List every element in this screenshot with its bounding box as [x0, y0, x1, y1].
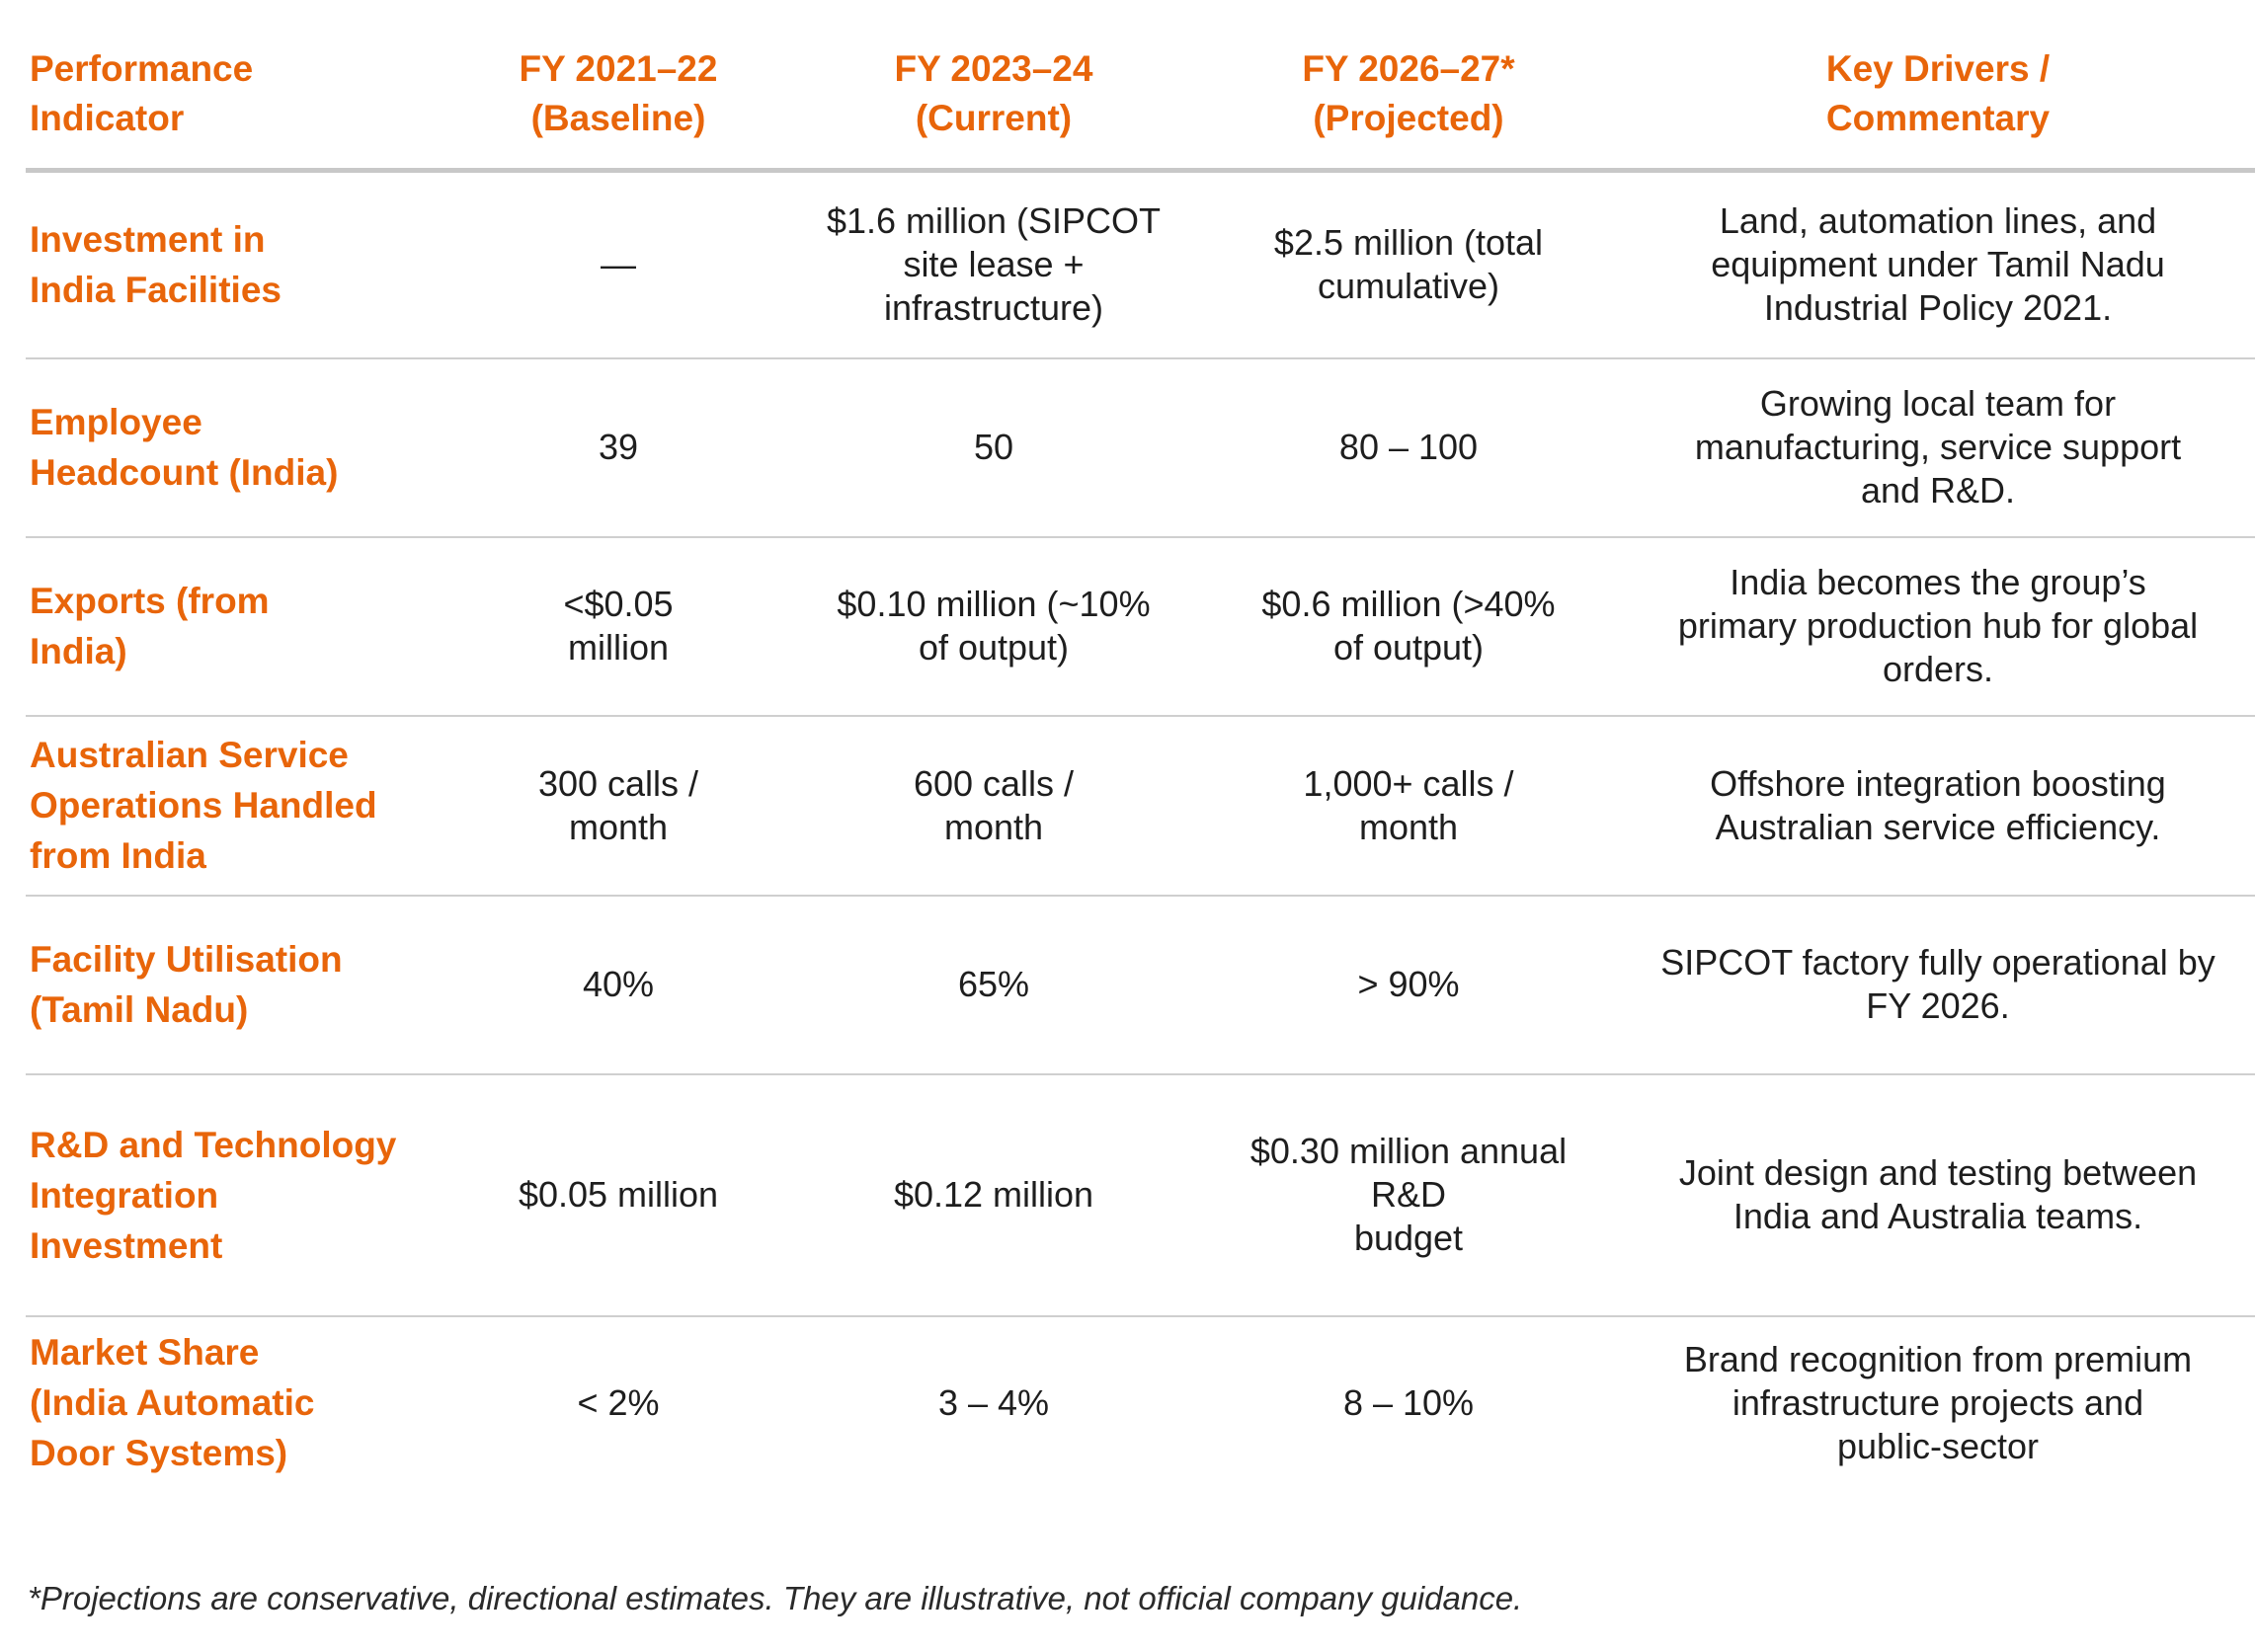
- table-row: Exports (from India) <$0.05 million $0.10 …: [26, 536, 2255, 717]
- indicator-cell: Market Share (India Automatic Door Systems…: [30, 1332, 315, 1473]
- commentary-cell: Joint design and testing between India an…: [1621, 1073, 2255, 1317]
- indicator-cell: Facility Utilisation (Tamil Nadu): [26, 895, 445, 1075]
- table-row: Facility Utilisation (Tamil Nadu) 40% 65%…: [26, 895, 2255, 1075]
- table-row: Investment in India Facilities — $1.6 mil…: [26, 170, 2255, 359]
- baseline-cell: <$0.05 million: [445, 536, 791, 717]
- header-baseline: FY 2021–22 (Baseline): [445, 20, 791, 173]
- commentary-cell: Brand recognition from premium infrastruc…: [1683, 1338, 2193, 1466]
- current-cell: 600 calls / month: [791, 715, 1196, 897]
- current-cell: $0.10 million (~10% of output): [791, 536, 1196, 717]
- indicator-cell: Exports (from India): [26, 536, 445, 717]
- header-commentary: Key Drivers / Commentary: [1621, 20, 2255, 173]
- footnote: *Projections are conservative, direction…: [28, 1580, 1523, 1616]
- table-row: R&D and Technology Integration Investment …: [26, 1073, 2255, 1317]
- current-cell: $1.6 million (SIPCOT site lease + infrastr…: [791, 170, 1196, 359]
- commentary-cell: Offshore integration boosting Australian …: [1621, 715, 2255, 897]
- indicator-cell: Investment in India Facilities: [26, 170, 445, 359]
- projected-cell: 80 – 100: [1196, 357, 1621, 538]
- table-row: Employee Headcount (India) 39 50 80 – 100…: [26, 357, 2255, 538]
- baseline-cell: 300 calls / month: [445, 715, 791, 897]
- current-cell: 3 – 4%: [937, 1381, 1050, 1423]
- current-cell: 65%: [791, 895, 1196, 1075]
- commentary-cell: SIPCOT factory fully operational by FY 20…: [1621, 895, 2255, 1075]
- projected-cell: 1,000+ calls / month: [1196, 715, 1621, 897]
- table-row: Market Share (India Automatic Door Systems…: [26, 1316, 2255, 1489]
- header-projected: FY 2026–27* (Projected): [1196, 20, 1621, 173]
- table-header-row: Performance Indicator FY 2021–22 (Baseline…: [26, 20, 2255, 173]
- indicator-cell: Australian Service Operations Handled from…: [26, 715, 445, 897]
- baseline-cell: < 2%: [577, 1381, 660, 1423]
- commentary-cell: India becomes the group’s primary product…: [1621, 536, 2255, 717]
- header-performance-indicator: Performance Indicator: [26, 20, 445, 173]
- commentary-cell: Growing local team for manufacturing, ser…: [1621, 357, 2255, 538]
- baseline-cell: 40%: [445, 895, 791, 1075]
- indicator-cell: R&D and Technology Integration Investment: [26, 1073, 445, 1317]
- projected-cell: > 90%: [1196, 895, 1621, 1075]
- projected-cell: 8 – 10%: [1342, 1381, 1475, 1423]
- projected-cell: $0.30 million annual R&D budget: [1196, 1073, 1621, 1317]
- projected-cell: $0.6 million (>40% of output): [1196, 536, 1621, 717]
- projected-cell: $2.5 million (total cumulative): [1196, 170, 1621, 359]
- performance-table: Performance Indicator FY 2021–22 (Baseline…: [26, 20, 2255, 1489]
- current-cell: $0.12 million: [791, 1073, 1196, 1317]
- table-row: Australian Service Operations Handled from…: [26, 715, 2255, 897]
- commentary-cell: Land, automation lines, and equipment und…: [1621, 170, 2255, 359]
- header-current: FY 2023–24 (Current): [791, 20, 1196, 173]
- current-cell: 50: [791, 357, 1196, 538]
- indicator-cell: Employee Headcount (India): [26, 357, 445, 538]
- baseline-cell: —: [445, 170, 791, 359]
- baseline-cell: 39: [445, 357, 791, 538]
- baseline-cell: $0.05 million: [445, 1073, 791, 1317]
